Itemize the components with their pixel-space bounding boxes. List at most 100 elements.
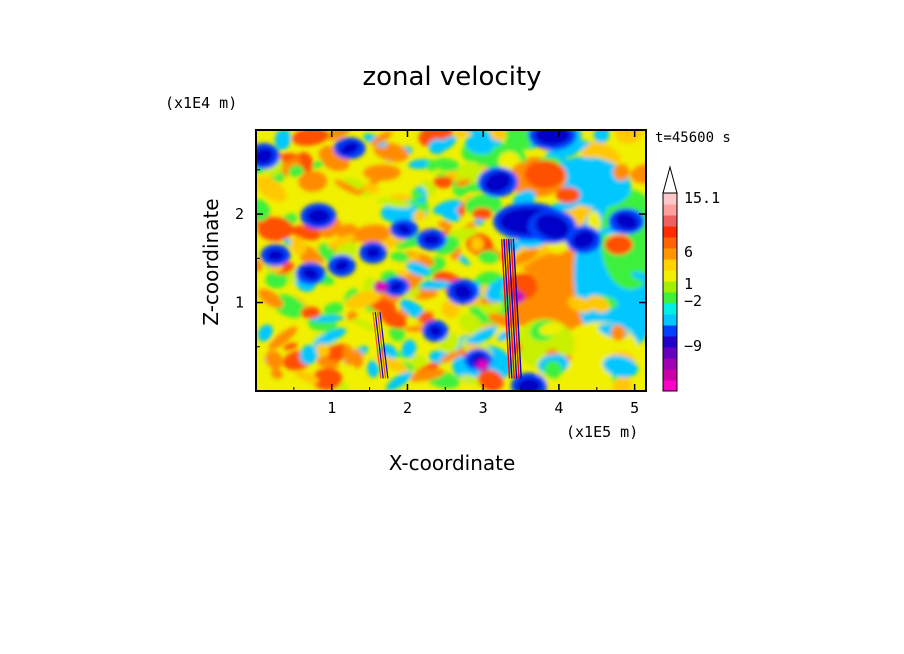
contour-region (411, 190, 424, 200)
colorbar-segment (663, 336, 677, 348)
contour-region (334, 179, 362, 196)
colorbar-segment (663, 325, 677, 337)
x-axis: 1 2 3 4 5 (293, 130, 639, 417)
contour-region (615, 130, 643, 144)
contour-region (362, 183, 380, 194)
contour-region (613, 375, 632, 391)
contour-region (265, 350, 284, 370)
colorbar-segment (663, 237, 677, 249)
x-tick-label: 1 (327, 399, 336, 417)
contour-region (342, 344, 355, 366)
contour-region (316, 358, 340, 369)
contour-region (256, 147, 274, 165)
contour-region (434, 158, 460, 172)
contour-region (586, 295, 610, 313)
time-label: t=45600 s (655, 130, 731, 146)
contour-region (478, 250, 500, 264)
y-tick-label: 2 (235, 205, 244, 223)
contour-region (323, 302, 344, 316)
colorbar-label: 15.1 (684, 189, 720, 207)
colorbar-segment (663, 303, 677, 315)
colorbar-segment (663, 193, 677, 205)
colorbar-segment (663, 369, 677, 381)
contour-region (513, 248, 539, 264)
contour-region (465, 134, 495, 155)
contour-region (432, 199, 462, 215)
contour-region (435, 136, 457, 153)
contour-region (257, 217, 294, 242)
contour-region (365, 246, 381, 259)
contour-region (367, 360, 379, 378)
colorbar-segment (663, 380, 677, 392)
contour-region (458, 312, 482, 335)
x-tick-label: 2 (403, 399, 412, 417)
contour-region (299, 344, 319, 365)
contour-region (437, 221, 453, 230)
contour-streak (503, 238, 513, 379)
contour-region (298, 170, 328, 192)
contour-region (415, 280, 453, 290)
contour-region (334, 259, 350, 272)
contour-streak (377, 312, 387, 379)
contour-region (623, 311, 646, 333)
contour-region (466, 326, 499, 346)
contour-region (441, 299, 460, 319)
colorbar-extend-arrow (662, 165, 678, 194)
colorbar-segment (663, 358, 677, 370)
contour-region (517, 377, 541, 391)
colorbar-segment (663, 347, 677, 359)
contour-region (291, 130, 329, 146)
contour-streak (372, 312, 382, 379)
contour-region (313, 328, 347, 347)
contour-region (593, 130, 610, 145)
colorbar-segment (663, 281, 677, 293)
colorbar-label: 1 (684, 275, 693, 293)
contour-region (462, 130, 497, 142)
contour-region (401, 339, 417, 359)
contour-region (410, 368, 446, 382)
contour-streaks (372, 238, 522, 379)
contour-region (309, 315, 345, 323)
colorbar-segment (663, 292, 677, 304)
contour-region (534, 130, 571, 146)
contour-region (411, 287, 438, 300)
contour-region (363, 164, 401, 181)
contour-region (301, 267, 320, 280)
contour-region (339, 141, 360, 155)
x-unit-label: (x1E5 m) (566, 423, 638, 441)
contour-region (268, 326, 298, 350)
contour-region (422, 233, 441, 246)
contour-region (376, 283, 385, 290)
contour-region (610, 324, 626, 341)
contour-region (294, 370, 319, 384)
contour-region (375, 197, 412, 209)
contour-streak (510, 238, 520, 379)
contour-blobs (256, 130, 646, 391)
contour-region (484, 171, 512, 193)
contour-region (291, 225, 321, 241)
contour-streak (501, 238, 511, 379)
contour-region (556, 187, 580, 204)
x-tick-label: 5 (630, 399, 639, 417)
contour-region (256, 199, 271, 222)
contour-region (306, 208, 331, 225)
contour-region (604, 234, 633, 255)
contour-region (257, 324, 273, 342)
contour-region (363, 277, 375, 292)
contour-region (283, 342, 298, 351)
contour-region (581, 142, 608, 158)
contour-streak (505, 238, 515, 379)
contour-region (543, 360, 563, 379)
colorbar-label: −2 (684, 292, 702, 310)
chart-title: zonal velocity (362, 62, 541, 92)
contour-region (472, 207, 493, 220)
contour-region (396, 223, 412, 235)
contour-region (389, 324, 405, 342)
contour-region (428, 324, 443, 338)
contour-region (288, 165, 304, 177)
colorbar-segment (663, 226, 677, 238)
contour-region (258, 288, 284, 309)
contour-region (274, 130, 291, 151)
contour-region (455, 179, 471, 187)
